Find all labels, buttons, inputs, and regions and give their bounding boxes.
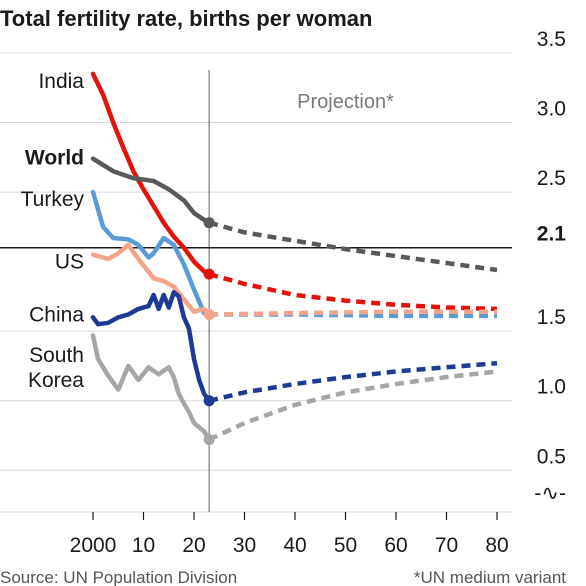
series-turkey-history xyxy=(90,189,212,317)
y-tick-1.5: 1.5 xyxy=(537,306,566,329)
x-tick-50: 50 xyxy=(334,534,357,557)
series-south-korea-history xyxy=(90,333,212,442)
series-india-marker xyxy=(203,268,215,280)
axis-break-symbol: -∿- xyxy=(534,482,566,505)
series-india-history xyxy=(90,71,212,277)
x-axis: 2000 10 20 30 40 50 60 70 80 xyxy=(70,512,509,557)
x-tick-70: 70 xyxy=(435,534,458,557)
series-group xyxy=(90,71,498,446)
x-tick-40: 40 xyxy=(283,534,306,557)
y-tick-2.5: 2.5 xyxy=(537,167,566,190)
series-us-marker xyxy=(203,308,215,320)
series-china-projection xyxy=(208,360,498,403)
series-us-history xyxy=(90,242,212,317)
y-tick-3.0: 3.0 xyxy=(537,98,566,121)
series-world-history xyxy=(90,156,212,225)
chart-title: Total fertility rate, births per woman xyxy=(0,6,372,31)
series-us-projection xyxy=(209,309,497,317)
series-india-projection xyxy=(208,272,498,312)
series-turkey-projection xyxy=(209,312,497,319)
x-tick-2000: 2000 xyxy=(70,534,117,557)
y-tick-1.0: 1.0 xyxy=(537,376,566,399)
series-south-korea-projection xyxy=(208,369,498,442)
series-south-korea-marker xyxy=(203,434,215,446)
series-world-projection xyxy=(208,220,498,273)
projection-label: Projection* xyxy=(297,91,394,113)
x-tick-10: 10 xyxy=(132,534,155,557)
gridlines xyxy=(0,52,512,513)
series-china-history xyxy=(90,289,212,403)
series-label-south-korea: South Korea xyxy=(28,344,84,392)
x-tick-20: 20 xyxy=(182,534,205,557)
reference-label: 2.1 xyxy=(537,223,567,246)
series-labels: India World Turkey US China South Korea xyxy=(21,70,85,392)
y-tick-3.5: 3.5 xyxy=(537,28,566,51)
source-note: Source: UN Population Division xyxy=(0,568,237,586)
y-tick-0.5: 0.5 xyxy=(537,445,566,468)
series-label-india: India xyxy=(38,70,84,93)
series-label-world: World xyxy=(25,146,84,169)
x-tick-60: 60 xyxy=(384,534,407,557)
footnote: *UN medium variant xyxy=(414,568,566,586)
y-axis: 3.5 3.0 2.5 1.5 1.0 0.5 -∿- xyxy=(534,28,566,505)
x-tick-80: 80 xyxy=(485,534,508,557)
reference-line: 2.1 xyxy=(0,223,567,249)
x-tick-30: 30 xyxy=(233,534,256,557)
series-label-us: US xyxy=(55,251,84,274)
series-label-turkey: Turkey xyxy=(21,188,85,211)
series-label-china: China xyxy=(29,303,84,326)
series-china-marker xyxy=(203,395,215,407)
series-world-marker xyxy=(203,217,215,229)
